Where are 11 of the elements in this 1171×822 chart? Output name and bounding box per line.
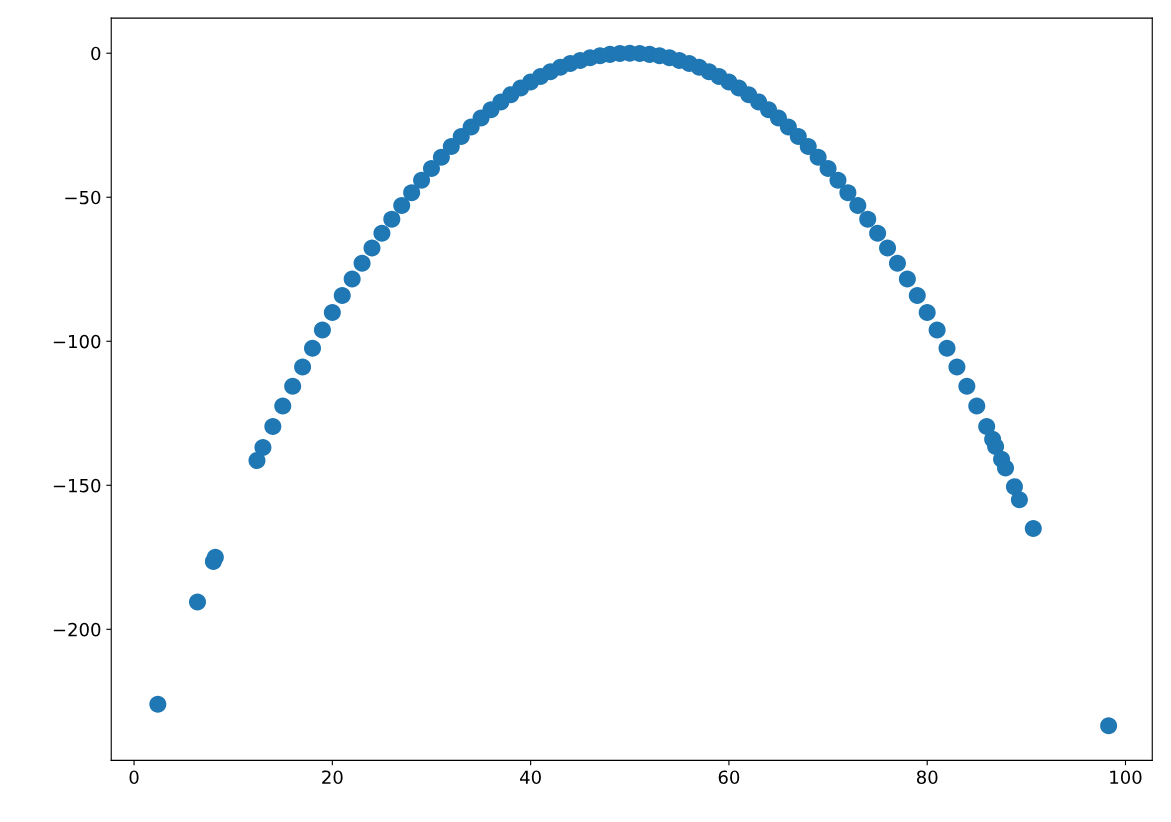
x-tick-label: 0 [129, 770, 139, 785]
x-tick-label: 40 [520, 770, 541, 785]
x-tick-label: 80 [916, 770, 938, 785]
x-tick-label: 60 [718, 770, 740, 785]
x-tick-label: 100 [1110, 770, 1142, 785]
y-tick-label: −150 [53, 478, 101, 493]
y-tick-label: −200 [53, 622, 101, 637]
y-tick-label: −50 [65, 190, 101, 205]
y-tick-label: 0 [91, 46, 101, 61]
x-tick-label: 20 [322, 770, 343, 785]
y-tick-label: −100 [53, 334, 101, 349]
